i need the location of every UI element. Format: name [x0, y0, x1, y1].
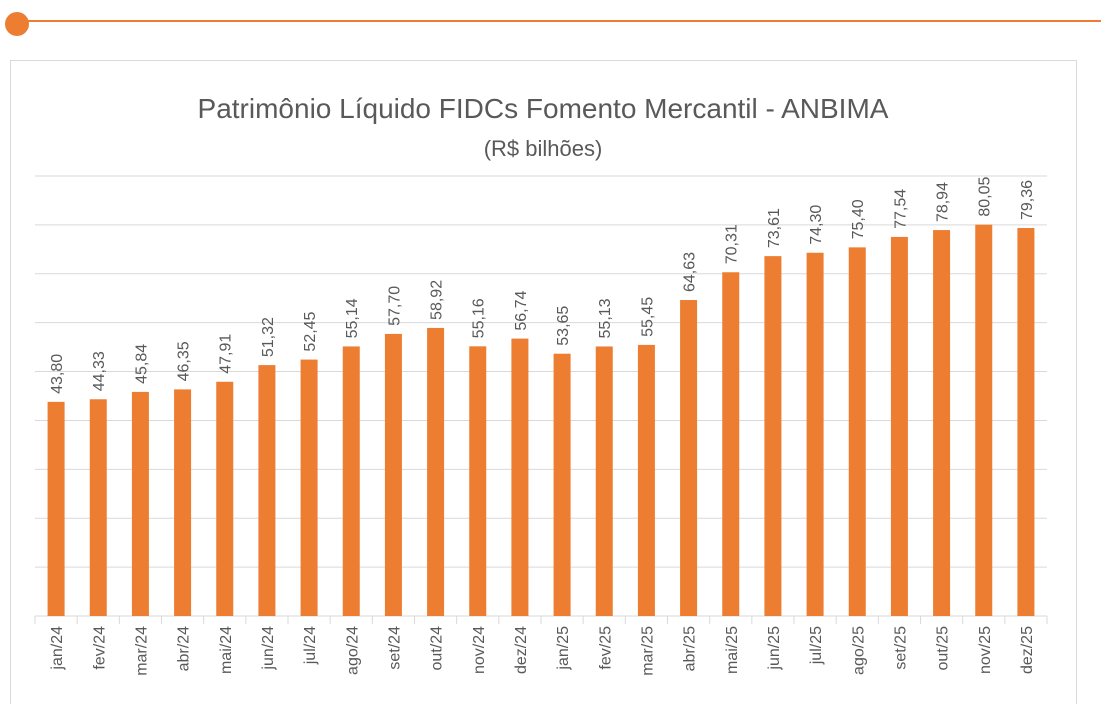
x-tick-label: out/25 — [935, 626, 952, 671]
x-tick-label: fev/25 — [597, 626, 614, 670]
x-tick-label: nov/25 — [977, 626, 994, 674]
value-label: 78,94 — [935, 182, 952, 222]
bar — [848, 247, 866, 616]
x-tick-label: mai/25 — [724, 626, 741, 674]
bar — [47, 401, 65, 616]
value-label: 77,54 — [892, 189, 909, 229]
value-label: 55,45 — [639, 297, 656, 337]
x-tick-label: set/25 — [892, 626, 909, 670]
bar — [174, 389, 192, 616]
x-tick-label: ago/24 — [344, 626, 361, 675]
value-label: 55,13 — [597, 298, 614, 338]
x-tick-label: fev/24 — [91, 626, 108, 670]
bar — [975, 224, 993, 616]
chart-subtitle: (R$ bilhões) — [484, 136, 603, 161]
bar — [427, 327, 445, 616]
bar — [131, 391, 149, 616]
bar — [342, 346, 360, 616]
value-label: 45,84 — [133, 344, 150, 384]
x-tick-label: dez/25 — [1019, 626, 1036, 674]
value-label: 57,70 — [386, 286, 403, 326]
bar — [680, 300, 698, 616]
bar — [384, 333, 402, 616]
value-label: 80,05 — [977, 177, 994, 217]
x-tick-label: jun/25 — [766, 626, 783, 671]
bar — [806, 252, 824, 616]
bar — [258, 365, 276, 616]
bar — [469, 346, 487, 616]
bar — [722, 272, 740, 616]
bar — [216, 381, 234, 616]
x-tick-label: jun/24 — [260, 626, 277, 671]
value-label: 58,92 — [429, 280, 446, 320]
bar — [637, 344, 655, 616]
bar — [300, 359, 318, 616]
bar — [890, 236, 908, 616]
x-tick-label: set/24 — [386, 626, 403, 670]
x-tick-label: out/24 — [429, 626, 446, 671]
x-tick-label: mar/24 — [133, 626, 150, 676]
value-label: 73,61 — [766, 208, 783, 248]
bar — [595, 346, 613, 616]
header-dot — [5, 12, 29, 36]
value-label: 75,40 — [850, 199, 867, 239]
x-tick-label: ago/25 — [850, 626, 867, 675]
x-tick-label: nov/24 — [471, 626, 488, 674]
bar — [511, 338, 529, 616]
x-tick-label: jan/25 — [555, 626, 572, 671]
bar — [553, 353, 571, 616]
x-tick-label: jan/24 — [49, 626, 66, 671]
x-tick-label: jul/25 — [808, 626, 825, 665]
value-label: 64,63 — [682, 252, 699, 292]
value-label: 79,36 — [1019, 180, 1036, 220]
x-tick-label: abr/25 — [682, 626, 699, 671]
value-label: 55,14 — [344, 298, 361, 338]
bar — [764, 256, 782, 616]
value-label: 47,91 — [218, 334, 235, 374]
value-label: 55,16 — [471, 298, 488, 338]
chart-title: Patrimônio Líquido FIDCs Fomento Mercant… — [198, 93, 889, 124]
value-label: 44,33 — [91, 351, 108, 391]
bar — [933, 230, 951, 616]
value-label: 51,32 — [260, 317, 277, 357]
bar — [89, 399, 107, 616]
bar — [1017, 228, 1035, 617]
value-label: 70,31 — [724, 224, 741, 264]
x-tick-label: mar/25 — [639, 626, 656, 676]
value-label: 52,45 — [302, 311, 319, 351]
x-tick-label: jul/24 — [302, 626, 319, 665]
x-tick-label: abr/24 — [176, 626, 193, 671]
x-tick-label: dez/24 — [513, 626, 530, 674]
value-label: 43,80 — [49, 354, 66, 394]
value-label: 56,74 — [513, 290, 530, 330]
value-label: 53,65 — [555, 306, 572, 346]
x-tick-label: mai/24 — [218, 626, 235, 674]
value-label: 74,30 — [808, 205, 825, 245]
value-label: 46,35 — [176, 341, 193, 381]
